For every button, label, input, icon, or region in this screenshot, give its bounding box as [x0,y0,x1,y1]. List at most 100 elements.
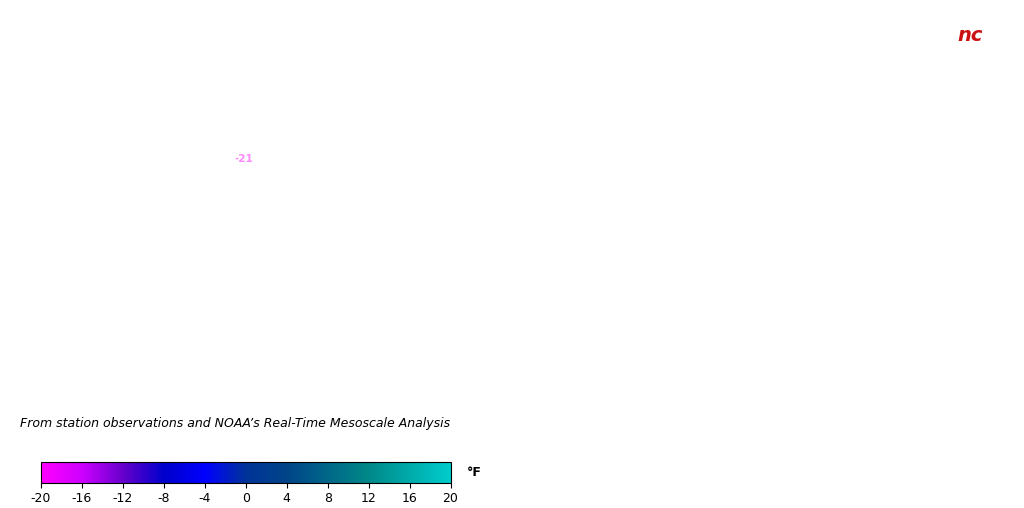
Text: -2: -2 [209,210,220,219]
Text: -4: -4 [233,101,246,111]
Text: -1: -1 [158,221,170,231]
Text: 15: 15 [468,263,482,273]
Text: 0: 0 [245,196,252,206]
Text: 22: 22 [720,249,734,259]
Text: 14: 14 [586,203,600,213]
Text: From station observations and NOAA’s Real-Time Mesoscale Analysis: From station observations and NOAA’s Rea… [20,417,451,430]
Text: 7: 7 [371,203,378,213]
Text: 5: 5 [589,123,596,133]
Text: 0: 0 [488,158,496,168]
Ellipse shape [943,16,994,39]
Text: 3: 3 [253,168,260,178]
Text: 19: 19 [602,307,616,318]
Text: 5: 5 [505,161,512,171]
Text: -5: -5 [225,147,237,157]
Text: 2: 2 [471,154,478,164]
Text: 17: 17 [686,277,701,287]
Text: 15: 15 [652,221,668,231]
Text: 15: 15 [670,224,684,234]
Text: 17: 17 [568,300,584,310]
Text: 0: 0 [177,216,184,227]
Text: 17: 17 [620,210,634,219]
Text: 7: 7 [589,151,596,161]
Text: -15: -15 [37,272,55,282]
Ellipse shape [940,15,970,31]
Text: 18: 18 [652,268,668,278]
Text: 12: 12 [418,212,432,223]
Polygon shape [16,89,757,299]
Text: -7: -7 [217,98,228,108]
Text: 8: 8 [606,154,613,164]
Text: 10: 10 [484,182,499,192]
Text: 7: 7 [387,137,394,147]
Text: 10: 10 [552,171,566,180]
Text: 6: 6 [455,151,462,161]
Text: 0: 0 [404,140,412,150]
Text: 1: 1 [110,251,117,262]
Text: 8: 8 [404,165,412,175]
Text: 7: 7 [371,133,378,143]
Text: 17: 17 [535,277,550,287]
Text: 6: 6 [572,119,580,129]
Text: 11: 11 [568,175,584,185]
Text: 4: 4 [287,115,294,124]
Text: 10: 10 [620,156,634,167]
Text: 0: 0 [26,296,33,306]
Text: 13: 13 [535,193,550,203]
Text: 8: 8 [337,196,344,206]
Text: 8: 8 [353,129,360,139]
Text: 10: 10 [400,210,415,219]
Text: 15: 15 [502,231,516,241]
Text: 1: 1 [194,212,201,223]
Text: 19: 19 [686,227,700,236]
Text: 6: 6 [279,168,286,178]
Text: 12: 12 [418,251,432,262]
Text: -15: -15 [201,105,219,115]
Text: 7: 7 [278,188,286,199]
Text: °F: °F [467,466,482,479]
Text: 14: 14 [484,227,499,236]
Text: 17: 17 [703,279,718,290]
Text: nc: nc [957,26,983,45]
Text: 10: 10 [636,161,650,171]
Text: 16: 16 [502,268,516,278]
Text: 17: 17 [652,235,668,245]
Text: 9: 9 [455,175,462,185]
Text: 18: 18 [636,263,650,273]
Text: 18: 18 [670,238,684,247]
Text: 5: 5 [76,268,84,278]
Text: 21: 21 [636,314,650,325]
Text: 15: 15 [568,199,584,208]
Text: 11: 11 [602,182,616,192]
Text: 5: 5 [353,147,360,157]
Text: -18: -18 [184,161,203,171]
Text: 7: 7 [572,147,580,157]
Text: 7: 7 [337,140,344,150]
Text: 9: 9 [353,199,360,208]
Text: 5: 5 [287,154,294,164]
Text: -11: -11 [222,203,241,213]
Text: 15: 15 [518,235,532,245]
Text: 14: 14 [468,224,482,234]
Text: -21: -21 [234,154,253,164]
Text: 11: 11 [400,249,415,259]
Text: 16: 16 [518,272,532,282]
Text: 17: 17 [586,305,600,314]
Text: 8: 8 [421,168,428,178]
Text: 10: 10 [367,240,381,250]
Text: 13: 13 [636,216,650,227]
Text: 6: 6 [371,154,378,164]
Text: 8: 8 [321,143,328,152]
Text: 20: 20 [652,319,668,329]
Text: 4: 4 [269,112,276,122]
Text: 5: 5 [321,123,328,133]
Text: 14: 14 [620,212,634,223]
Text: 16: 16 [535,238,550,247]
Text: 13: 13 [502,184,516,195]
Text: Daily Minimum Temperatures on December 24, 2022: Daily Minimum Temperatures on December 2… [20,18,762,43]
Text: 6: 6 [421,143,428,152]
Text: 19: 19 [620,310,634,320]
Text: 17: 17 [552,279,566,290]
Text: 5: 5 [438,147,445,157]
Text: 14: 14 [652,193,668,203]
